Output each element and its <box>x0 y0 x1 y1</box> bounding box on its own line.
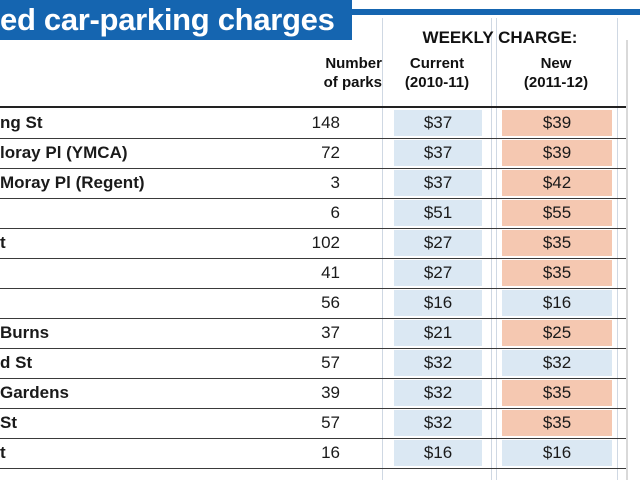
number-of-parks: 57 <box>321 353 340 372</box>
table-row: 6 $51 $55 <box>0 198 626 229</box>
car-park-name: Burns <box>0 323 50 342</box>
parks-header-line-2: of parks <box>323 74 382 91</box>
current-charge: $37 <box>394 140 482 166</box>
table-row: loray Pl (YMCA) 72 $37 $39 <box>0 138 626 169</box>
new-charge: $39 <box>502 110 612 136</box>
new-column-header: New (2011-12) <box>498 54 614 92</box>
car-park-name: t <box>0 233 6 252</box>
current-charge: $32 <box>394 350 482 376</box>
table-row: Moray Pl (Regent) 3 $37 $42 <box>0 168 626 199</box>
current-charge: $27 <box>394 260 482 286</box>
new-charge: $39 <box>502 140 612 166</box>
number-of-parks: 102 <box>311 233 340 252</box>
table-row: t 16 $16 $16 <box>0 438 626 469</box>
header-rule <box>0 106 626 108</box>
new-charge: $32 <box>502 350 612 376</box>
car-park-name: St <box>0 413 17 432</box>
number-of-parks: 37 <box>321 323 340 342</box>
page-title: ed car-parking charges <box>0 2 335 37</box>
number-of-parks: 6 <box>330 203 340 222</box>
car-park-name: Moray Pl (Regent) <box>0 173 145 192</box>
current-charge: $32 <box>394 380 482 406</box>
parks-header-line-1: Number <box>325 55 382 72</box>
table-row: t 102 $27 $35 <box>0 228 626 259</box>
number-of-parks: 148 <box>311 113 340 132</box>
table-row: Burns 37 $21 $25 <box>0 318 626 349</box>
car-park-name: d St <box>0 353 33 372</box>
right-divider <box>626 40 628 480</box>
current-charge: $16 <box>394 440 482 466</box>
table-row: St 57 $32 $35 <box>0 408 626 439</box>
current-column-header: Current (2010-11) <box>384 54 490 92</box>
car-park-name: ng St <box>0 113 43 132</box>
current-charge: $51 <box>394 200 482 226</box>
car-park-name: Gardens <box>0 383 69 402</box>
new-header-line-1: New <box>540 55 572 72</box>
number-of-parks: 16 <box>321 443 340 462</box>
table-row: d St 57 $32 $32 <box>0 348 626 379</box>
car-park-name: loray Pl (YMCA) <box>0 143 128 162</box>
new-charge: $16 <box>502 290 612 316</box>
new-charge: $35 <box>502 410 612 436</box>
banner-strip <box>352 9 640 15</box>
number-of-parks: 56 <box>321 293 340 312</box>
parks-column-header: Number of parks <box>262 54 382 92</box>
car-park-name: t <box>0 443 6 462</box>
table-row: ng St 148 $37 $39 <box>0 108 626 139</box>
current-header-line-2: (2010-11) <box>404 74 470 91</box>
current-charge: $37 <box>394 170 482 196</box>
number-of-parks: 3 <box>330 173 340 192</box>
table-row: Gardens 39 $32 $35 <box>0 378 626 409</box>
new-charge: $35 <box>502 380 612 406</box>
table-row: 56 $16 $16 <box>0 288 626 319</box>
new-charge: $55 <box>502 200 612 226</box>
new-charge: $42 <box>502 170 612 196</box>
current-header-line-1: Current <box>409 55 465 72</box>
table-row: 41 $27 $35 <box>0 258 626 289</box>
current-charge: $37 <box>394 110 482 136</box>
current-charge: $21 <box>394 320 482 346</box>
current-charge: $32 <box>394 410 482 436</box>
current-charge: $16 <box>394 290 482 316</box>
new-charge: $16 <box>502 440 612 466</box>
new-charge: $35 <box>502 230 612 256</box>
new-charge: $35 <box>502 260 612 286</box>
number-of-parks: 57 <box>321 413 340 432</box>
page-title-banner: ed car-parking charges <box>0 0 352 40</box>
number-of-parks: 39 <box>321 383 340 402</box>
current-charge: $27 <box>394 230 482 256</box>
weekly-charge-header: WEEKLY CHARGE: <box>422 28 578 47</box>
number-of-parks: 72 <box>321 143 340 162</box>
number-of-parks: 41 <box>321 263 340 282</box>
new-header-line-2: (2011-12) <box>523 74 589 91</box>
new-charge: $25 <box>502 320 612 346</box>
